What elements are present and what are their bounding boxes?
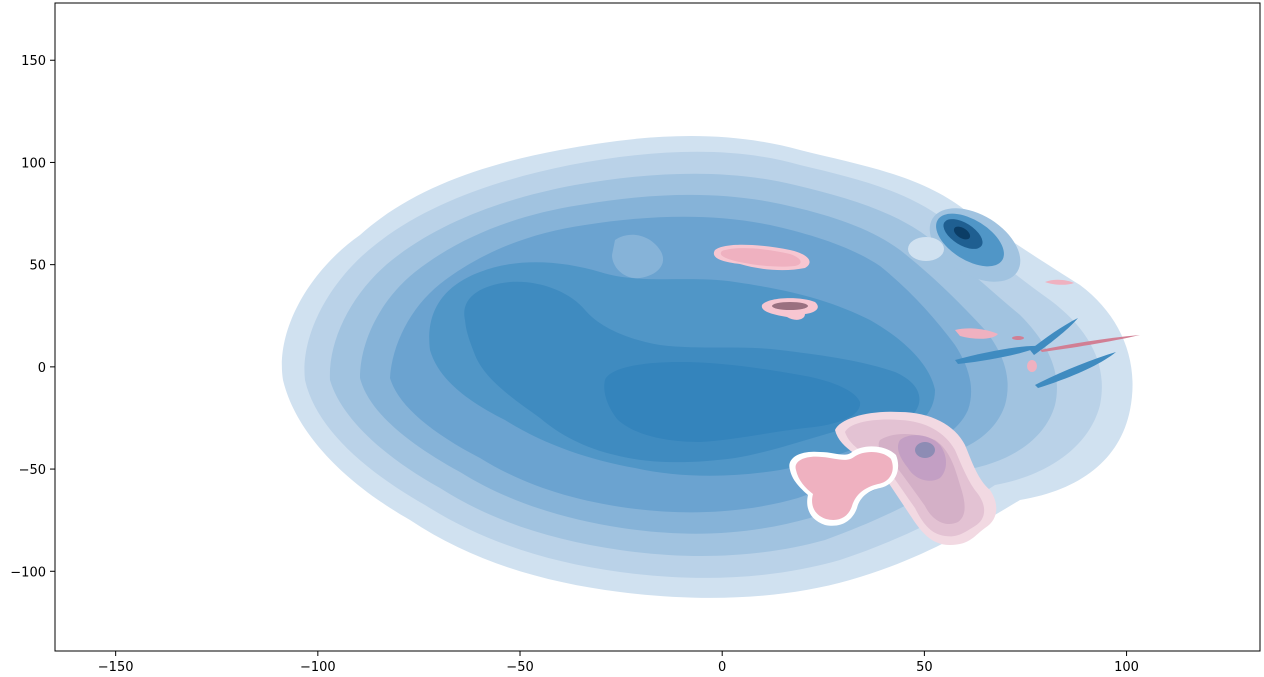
y-tick-label: −100 (10, 565, 46, 580)
x-tick-label: 0 (718, 660, 726, 675)
pink-streak (1040, 335, 1140, 352)
x-tick-label: −150 (98, 660, 134, 675)
pink-island-right-1 (955, 328, 998, 339)
pink-island-upper-2-core (772, 302, 808, 310)
x-tick-label: 100 (1114, 660, 1139, 675)
plot-frame (54, 2, 1261, 652)
y-tick-label: 50 (29, 259, 46, 274)
blue-streak-3 (1035, 352, 1116, 388)
x-tick-label: 50 (916, 660, 933, 675)
pink-island-right-2 (1027, 360, 1037, 372)
blue-streak-2 (1030, 318, 1078, 355)
blue-small-blob (908, 237, 944, 261)
pink-island-right-3 (1045, 279, 1074, 285)
x-axis: −150 −100 −50 0 50 100 (98, 651, 1139, 675)
y-tick-label: 150 (21, 54, 46, 69)
x-tick-label: −50 (506, 660, 533, 675)
y-tick-label: −50 (19, 463, 46, 478)
pink-island-upper-1-core (720, 248, 801, 267)
y-tick-label: 0 (38, 361, 46, 376)
blue-contour-level-8 (604, 362, 861, 442)
blue-light-notch (612, 234, 664, 279)
blue-upper-right-peak (953, 226, 971, 240)
pink-density-contours (713, 244, 1140, 545)
y-tick-label: 100 (21, 156, 46, 171)
y-axis: −100 −50 0 50 100 150 (10, 54, 55, 580)
pink-region-large-peak (915, 442, 935, 458)
x-tick-label: −100 (300, 660, 336, 675)
pink-blob-left-fill (795, 451, 893, 520)
pink-tiny-dot (1012, 336, 1024, 340)
blue-streak-1 (955, 345, 1040, 364)
